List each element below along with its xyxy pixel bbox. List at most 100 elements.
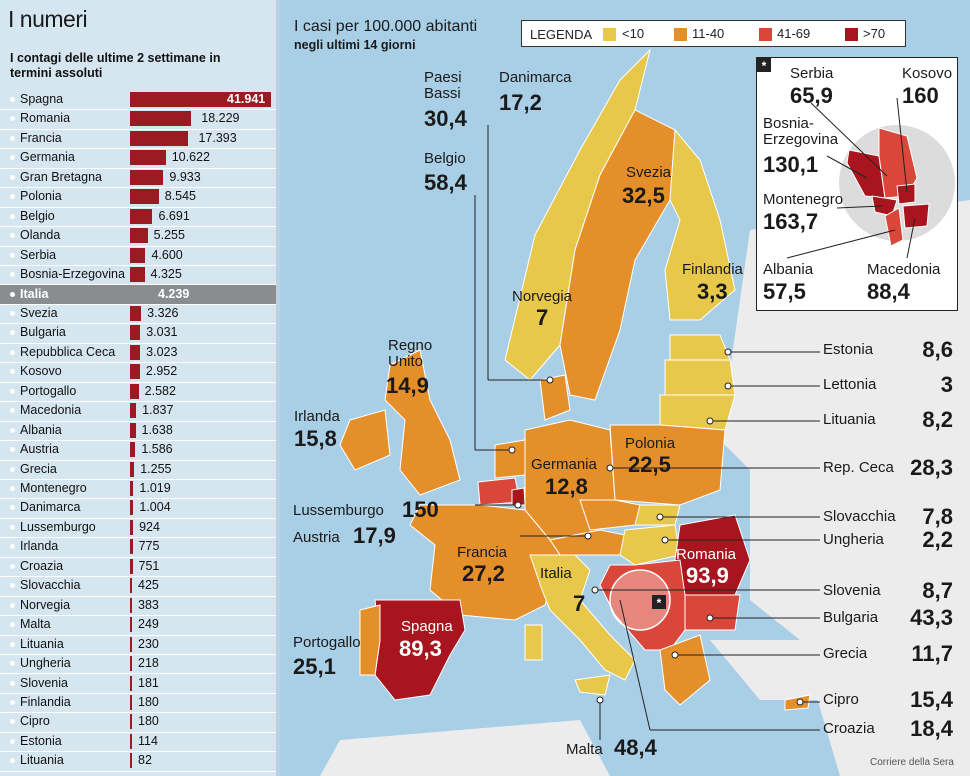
value-svezia: 32,5 — [622, 183, 665, 208]
row-value: 230 — [138, 636, 159, 651]
row-bar — [130, 130, 189, 146]
row-country: Bosnia-Erzegovina — [20, 267, 125, 282]
inset-leaders — [786, 97, 916, 259]
row-bar — [130, 500, 134, 516]
row-bullet — [10, 699, 15, 705]
right-list-label: Cipro — [823, 691, 859, 708]
legend-swatch-3 — [845, 28, 858, 41]
right-list-label: Estonia — [823, 341, 874, 358]
row-country: Grecia — [20, 461, 57, 476]
country-irlanda — [339, 409, 391, 471]
inset-value-serbia: 65,9 — [790, 83, 833, 108]
row-value: 180 — [138, 694, 159, 709]
ranking-row: Bosnia-Erzegovina 4.325 — [0, 265, 278, 286]
row-country: Portogallo — [20, 383, 77, 398]
panel-subtitle: I contagi delle ultime 2 settimane in te… — [10, 51, 221, 80]
row-value: 775 — [138, 539, 160, 554]
right-list-value: 8,6 — [922, 337, 953, 362]
row-country: Romania — [20, 111, 71, 126]
row-value: 2.582 — [144, 383, 176, 398]
value-belgio: 58,4 — [424, 170, 467, 195]
value-spagna: 89,3 — [399, 636, 442, 661]
row-country: Spagna — [20, 92, 64, 106]
label-spagna: Spagna — [401, 618, 453, 635]
ranking-row: Estonia 114 — [0, 732, 278, 753]
row-country: Lituania — [20, 636, 64, 651]
row-bullet — [10, 213, 15, 219]
value-romania: 93,9 — [686, 563, 729, 588]
row-bullet — [10, 194, 15, 200]
row-bar — [130, 694, 132, 710]
row-country: Austria — [20, 442, 59, 457]
ranking-row: Francia 17.393 — [0, 129, 278, 150]
legend: LEGENDA <10 11-40 41-69 >70 — [521, 20, 906, 47]
inset-label-bosnia: Bosnia- Erzegovina — [763, 115, 839, 148]
row-bullet — [10, 272, 15, 278]
row-value: 4.239 — [158, 286, 190, 301]
row-bar — [130, 247, 146, 263]
row-bullet — [10, 661, 15, 667]
row-value: 180 — [138, 714, 159, 729]
ranking-row: Danimarca 1.004 — [0, 498, 278, 519]
right-list-value: 8,2 — [922, 407, 953, 432]
row-bullet — [10, 291, 15, 297]
row-bar — [130, 344, 141, 360]
row-bullet — [10, 116, 15, 122]
label-portogallo: Portogallo — [293, 634, 361, 651]
row-value: 2.952 — [145, 364, 178, 379]
row-bar — [130, 364, 140, 380]
row-value: 425 — [138, 578, 159, 593]
label-malta: Malta — [566, 741, 603, 758]
row-value: 82 — [138, 753, 152, 768]
inset-label-albania: Albania — [763, 261, 814, 278]
ranking-row: Croazia 751 — [0, 557, 278, 578]
row-country: Croazia — [20, 558, 64, 573]
country-paesi-bassi — [494, 439, 526, 479]
right-list-value: 28,3 — [910, 455, 953, 480]
value-polonia: 22,5 — [628, 452, 671, 477]
row-bullet — [10, 155, 15, 161]
row-value: 1.586 — [141, 442, 173, 457]
inset-label-macedonia: Macedonia — [867, 261, 941, 278]
row-country: Svezia — [20, 305, 58, 320]
row-bar — [130, 325, 141, 341]
label-finlandia: Finlandia — [682, 261, 743, 278]
label-irlanda: Irlanda — [294, 408, 340, 425]
row-country: Macedonia — [20, 403, 82, 418]
ranking-row: Austria 1.586 — [0, 440, 278, 461]
right-list-value: 18,4 — [910, 716, 953, 741]
inset-label-kosovo: Kosovo — [902, 65, 953, 82]
balkan-marker — [652, 595, 666, 609]
row-value: 5.255 — [153, 228, 185, 243]
row-bar — [130, 189, 159, 205]
inset-label-montenegro: Montenegro — [763, 191, 844, 208]
right-list-value: 3 — [940, 372, 953, 397]
balkan-inset: * Serbia 65,9 Kosovo 160 Bosnia- Erzegov… — [756, 57, 958, 311]
row-value: 924 — [139, 519, 160, 534]
country-finlandia — [664, 128, 736, 321]
ranking-row: Cipro 180 — [0, 712, 278, 733]
row-bullet — [10, 602, 15, 608]
label-paesi-bassi: Paesi Bassi — [424, 69, 462, 102]
row-value: 181 — [138, 675, 159, 690]
value-germania: 12,8 — [545, 474, 588, 499]
island-sicilia — [574, 674, 611, 696]
row-country: Lussemburgo — [20, 519, 96, 534]
row-bar — [130, 733, 132, 749]
row-bullet — [10, 135, 15, 141]
leader-lines — [474, 125, 820, 740]
ranking-row: Grecia 1.255 — [0, 460, 278, 480]
ranking-row: Olanda 5.255 — [0, 226, 278, 247]
row-bar — [130, 578, 132, 594]
ranking-row: Germania 10.622 — [0, 148, 278, 169]
ranking-row: Malta 249 — [0, 615, 278, 636]
row-country: Repubblica Ceca — [20, 344, 116, 359]
inset-value-macedonia: 88,4 — [867, 279, 910, 304]
row-country: Slovacchia — [20, 578, 81, 593]
right-list-label: Lettonia — [823, 376, 877, 393]
inset-value-bosnia: 130,1 — [763, 152, 819, 177]
row-bullet — [10, 758, 15, 764]
value-paesi-bassi: 30,4 — [424, 106, 467, 131]
value-italia: 7 — [573, 591, 586, 616]
right-list-value: 7,8 — [922, 504, 953, 529]
